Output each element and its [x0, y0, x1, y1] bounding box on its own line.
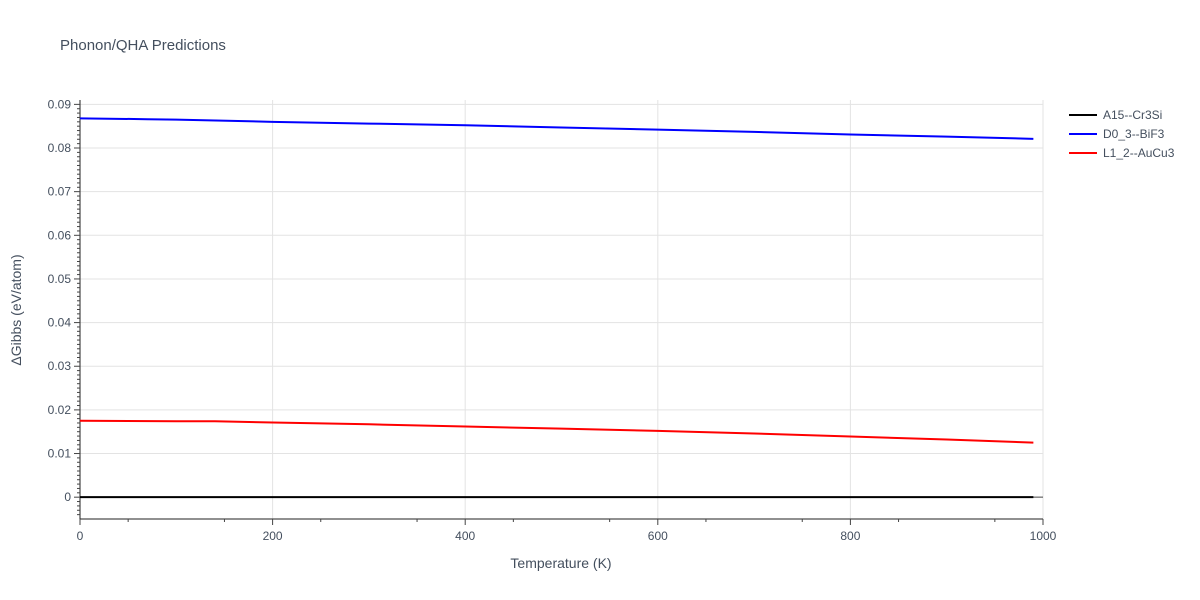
- legend-item-d0-3-bif3[interactable]: D0_3--BiF3: [1069, 127, 1165, 141]
- legend[interactable]: A15--Cr3Si D0_3--BiF3 L1_2--AuCu3: [1069, 108, 1175, 160]
- axes-layer: 0 200 400 600 800 1000 0 0.01 0.02 0.03 0.04 0.05 0.…: [48, 97, 1057, 543]
- y-tick-label: 0.01: [48, 447, 72, 461]
- y-tick-label: 0.08: [48, 141, 72, 155]
- x-tick-label: 400: [455, 529, 475, 543]
- grid-layer: [80, 100, 1044, 519]
- series-line-l1-2-aucu3: [79, 419, 1034, 444]
- legend-label: A15--Cr3Si: [1103, 108, 1162, 122]
- y-axis-title: ΔGibbs (eV/atom): [8, 254, 24, 365]
- y-tick-label: 0.03: [48, 359, 72, 373]
- x-tick-label: 1000: [1030, 529, 1057, 543]
- x-tick-label: 800: [840, 529, 860, 543]
- y-tick-label: 0.07: [48, 185, 72, 199]
- y-tick-label: 0.02: [48, 403, 72, 417]
- x-tick-label: 0: [77, 529, 84, 543]
- series-line-d0-3-bif3: [79, 117, 1034, 140]
- legend-label: L1_2--AuCu3: [1103, 146, 1175, 160]
- chart-title: Phonon/QHA Predictions: [60, 37, 226, 54]
- y-tick-label: 0.04: [48, 316, 72, 330]
- legend-item-a15-cr3si[interactable]: A15--Cr3Si: [1069, 108, 1162, 122]
- legend-label: D0_3--BiF3: [1103, 127, 1165, 141]
- y-tick-label: 0.06: [48, 228, 72, 242]
- x-tick-label: 200: [263, 529, 283, 543]
- y-tick-label: 0.05: [48, 272, 72, 286]
- x-tick-label: 600: [648, 529, 668, 543]
- x-axis-title: Temperature (K): [510, 555, 611, 571]
- series-layer: [79, 117, 1034, 499]
- y-tick-label: 0: [64, 490, 71, 504]
- y-tick-label: 0.09: [48, 97, 72, 111]
- legend-item-l1-2-aucu3[interactable]: L1_2--AuCu3: [1069, 146, 1175, 160]
